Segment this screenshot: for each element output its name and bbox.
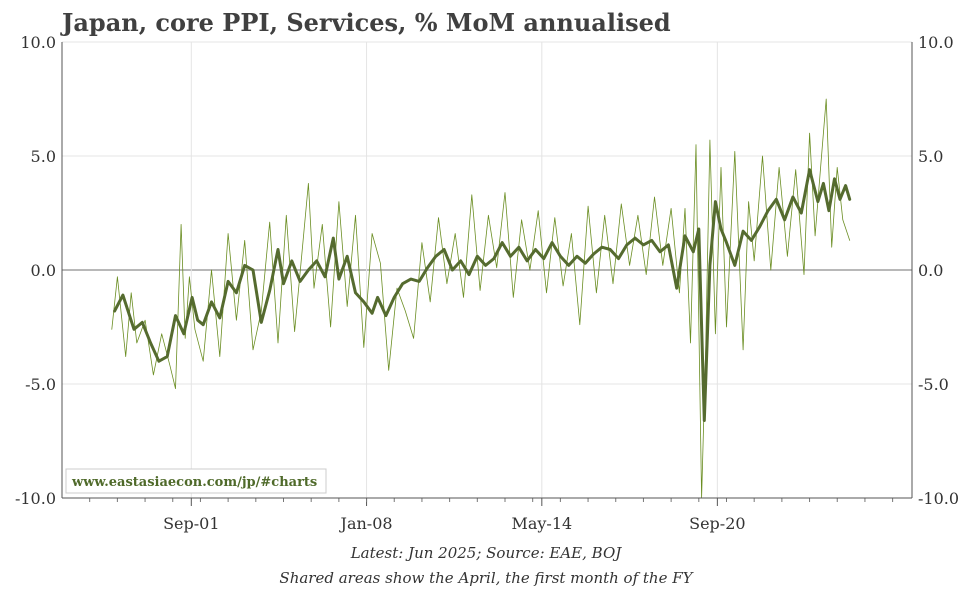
x-tick-label: Jan-08 xyxy=(339,514,393,533)
y-tick-label-left: 0.0 xyxy=(31,261,56,280)
series-line-thick xyxy=(113,168,852,422)
watermark-box[interactable]: www.eastasiaecon.com/jp/#charts xyxy=(65,468,327,494)
y-tick-label-right: -5.0 xyxy=(918,375,949,394)
x-tick-label: May-14 xyxy=(511,514,572,533)
grid xyxy=(62,41,912,499)
series-layer xyxy=(111,98,852,499)
y-tick-label-right: 10.0 xyxy=(918,33,954,52)
y-tick-label-left: -10.0 xyxy=(15,489,56,508)
y-tick-label-left: 5.0 xyxy=(31,147,56,166)
series-line-thin xyxy=(111,98,851,499)
y-tick-label-right: 5.0 xyxy=(918,147,943,166)
x-tick-label: Sep-20 xyxy=(689,514,745,533)
footnote-fy: Shared areas show the April, the first m… xyxy=(279,569,694,587)
footnote-source: Latest: Jun 2025; Source: EAE, BOJ xyxy=(350,544,623,562)
axes: 10.0 10.0 5.0 5.0 0.0 0.0 -5.0 -5.0 -10.0 -10.0 Se… xyxy=(15,33,959,533)
watermark-link[interactable]: www.eastasiaecon.com/jp/#charts xyxy=(71,475,317,490)
y-tick-label-right: -10.0 xyxy=(918,489,959,508)
y-tick-label-right: 0.0 xyxy=(918,261,943,280)
x-tick-label: Sep-01 xyxy=(163,514,219,533)
y-tick-label-left: 10.0 xyxy=(20,33,56,52)
y-tick-label-left: -5.0 xyxy=(25,375,56,394)
chart-title: Japan, core PPI, Services, % MoM annuali… xyxy=(60,8,671,37)
